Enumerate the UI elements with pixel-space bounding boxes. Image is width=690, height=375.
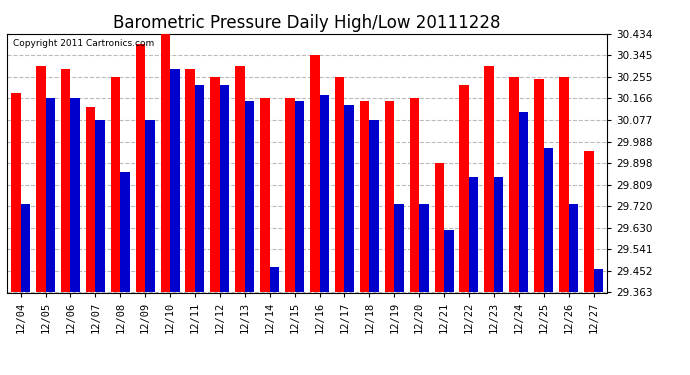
Bar (394, 204, 404, 292)
Bar (410, 99, 419, 292)
Bar (270, 267, 279, 292)
Bar (95, 120, 105, 292)
Bar (21, 204, 30, 292)
Bar (584, 151, 593, 292)
Bar (111, 77, 120, 292)
Bar (494, 177, 503, 292)
Bar (469, 177, 478, 292)
Bar (569, 204, 578, 292)
Title: Barometric Pressure Daily High/Low 20111228: Barometric Pressure Daily High/Low 20111… (113, 14, 501, 32)
Bar (319, 95, 329, 292)
Bar (161, 34, 170, 292)
Bar (435, 163, 444, 292)
Bar (61, 69, 70, 292)
Bar (260, 99, 270, 292)
Bar (36, 66, 46, 292)
Bar (195, 86, 204, 292)
Bar (120, 172, 130, 292)
Text: Copyright 2011 Cartronics.com: Copyright 2011 Cartronics.com (13, 39, 154, 48)
Bar (86, 107, 95, 292)
Bar (385, 101, 394, 292)
Bar (484, 66, 494, 292)
Bar (509, 77, 519, 292)
Bar (544, 148, 553, 292)
Bar (245, 101, 254, 292)
Bar (519, 112, 529, 292)
Bar (559, 77, 569, 292)
Bar (419, 204, 428, 292)
Bar (295, 101, 304, 292)
Bar (285, 99, 295, 292)
Bar (186, 69, 195, 292)
Bar (444, 230, 453, 292)
Bar (310, 55, 319, 292)
Bar (360, 101, 369, 292)
Bar (11, 93, 21, 292)
Bar (210, 77, 220, 292)
Bar (344, 105, 354, 292)
Bar (593, 268, 603, 292)
Bar (460, 86, 469, 292)
Bar (220, 86, 229, 292)
Bar (136, 44, 145, 292)
Bar (70, 98, 80, 292)
Bar (335, 77, 344, 292)
Bar (235, 66, 245, 292)
Bar (534, 80, 544, 292)
Bar (369, 120, 379, 292)
Bar (145, 120, 155, 292)
Bar (170, 69, 179, 292)
Bar (46, 98, 55, 292)
